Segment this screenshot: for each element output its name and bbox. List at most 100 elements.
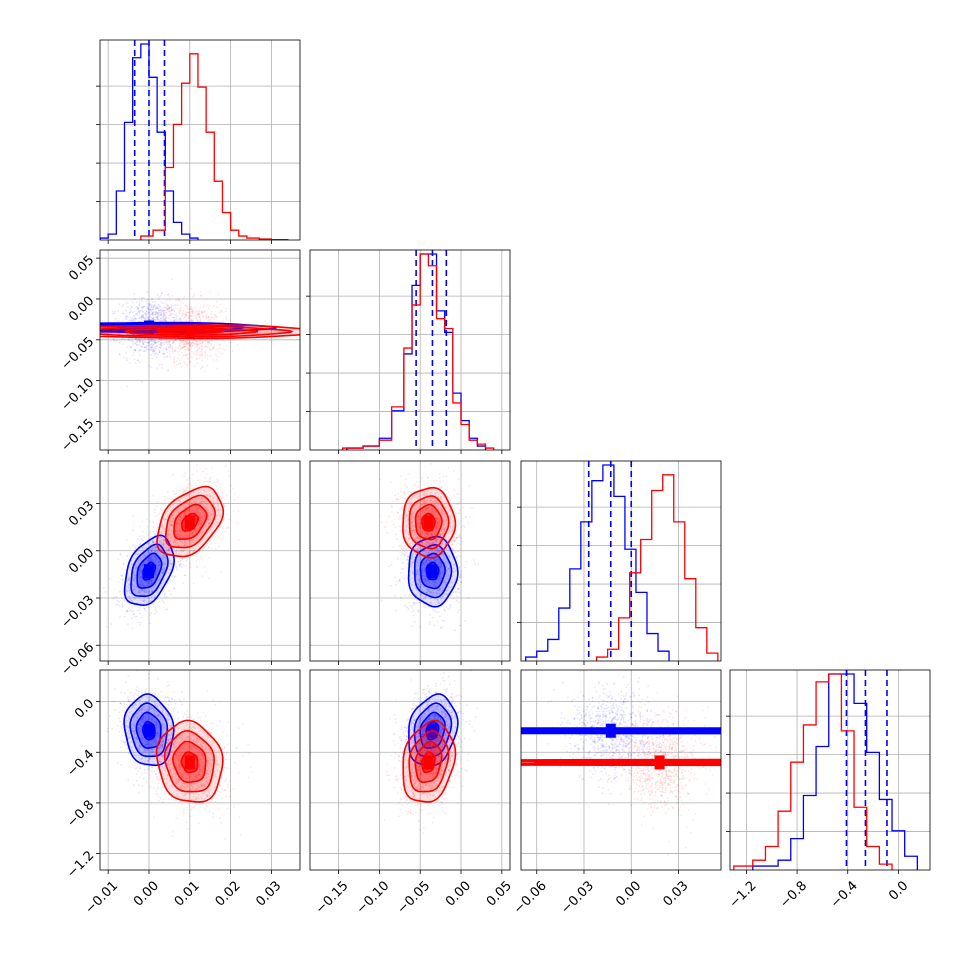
y-tick-label: 0.00 [66,545,97,576]
panel-border [99,669,301,871]
contour-line [533,760,721,764]
y-tick-label: −0.05 [59,334,98,373]
y-tick-label: −0.8 [64,798,97,831]
panel-2-0: 0.03 0.00 −0.03 −0.06 [59,460,301,679]
y-tick-label: −0.03 [59,593,98,632]
contour-line [414,503,443,541]
contour-line [173,503,208,540]
contour-line [123,693,175,767]
x-tick-label: 0.02 [213,878,244,909]
x-tick-label: −0.8 [777,878,810,911]
histogram-red [733,673,893,870]
x-tick-label: 0.03 [253,878,284,909]
panel-background [730,670,930,870]
x-tick-label: −0.05 [394,878,433,917]
contour-lines-red [100,324,300,340]
contour-line [135,711,162,749]
contour-line [155,719,224,803]
contour-lines-red [155,719,224,803]
contour-line [136,552,163,589]
y-tick-label: 0.05 [66,253,97,284]
panel-background [310,250,510,450]
x-tick-label: −1.2 [727,878,760,911]
x-tick-label: −0.15 [313,878,352,917]
x-tick-label: −0.06 [511,878,550,917]
x-tick-label: 0.00 [131,878,162,909]
density-peak [143,723,154,738]
contour-line [164,494,216,549]
contour-line [130,543,169,597]
panel-border [99,460,301,662]
y-tick-label: −0.15 [59,416,98,455]
contour-line [156,329,226,334]
x-tick-label: −0.4 [828,878,861,911]
panel-border [309,669,511,871]
y-tick-label: 0.03 [66,498,97,529]
contour-lines-red [156,485,225,558]
panel-background [521,461,721,661]
contour-line [142,561,157,581]
x-tick-label: −0.01 [82,878,121,917]
panel-background [100,250,300,450]
y-tick-label: 0.00 [66,294,97,325]
panel-border [309,249,511,451]
contour-line [414,543,453,599]
contour-line [100,324,300,340]
contour-lines-red [402,719,457,803]
contour-line [419,711,446,749]
contour-line [181,512,200,532]
x-tick-label: 0.03 [660,878,691,909]
contour-lines-blue [407,535,459,608]
contour-line [124,327,259,336]
panel-border [729,669,931,871]
contour-line [419,552,446,590]
contour-line [408,495,450,550]
histogram-red [342,253,495,450]
y-tick-label: −0.10 [59,375,98,414]
x-tick-label: 0.00 [613,878,644,909]
panel-3-3: −1.2 −0.8 −0.4 0.0 [726,669,931,911]
panel-3-0: 0.0 −0.4 −0.8 −1.2−0.01 0.00 0.01 0.02 0.03 [64,669,301,917]
panel-background [100,461,300,661]
density-peak [184,515,195,530]
density-peak [427,564,438,579]
panel-border [520,669,722,871]
panel-1-1 [306,249,511,454]
contour-line [100,325,294,338]
panel-background [521,670,721,870]
x-tick-label: 0.0 [886,878,911,903]
contour-line [141,720,156,741]
density-peak [423,755,434,770]
contour-lines-red [521,758,721,767]
contour-line [129,702,169,758]
panel-1-0: 0.05 0.00 −0.05−0.10−0.15 [59,249,301,455]
density-peak [184,755,195,770]
panel-0-0 [96,39,301,244]
contour-line [425,561,440,581]
panel-border [520,460,722,662]
contour-line [163,729,216,793]
density-peak [184,324,195,339]
contour-line [408,729,450,793]
contour-line [420,512,436,532]
density-peak [143,564,154,579]
scatter-points-red [599,691,717,856]
histogram-blue [525,464,670,661]
x-tick-label: −0.03 [558,878,597,917]
x-tick-label: 0.00 [443,878,474,909]
panel-3-1: −0.15 −0.10 −0.05 0.00 0.05 [309,669,515,917]
x-tick-label: −0.10 [354,878,393,917]
contour-line [420,751,436,774]
contour-line [172,740,207,784]
y-tick-label: −0.4 [64,747,97,780]
panel-border [99,249,301,451]
contour-line [180,751,199,774]
contour-line [402,719,457,803]
panel-border [99,39,301,241]
contour-line [402,486,457,559]
x-tick-label: 0.01 [172,878,203,909]
density-peak [423,515,434,530]
panel-background [100,40,300,240]
histogram-red [140,53,289,240]
